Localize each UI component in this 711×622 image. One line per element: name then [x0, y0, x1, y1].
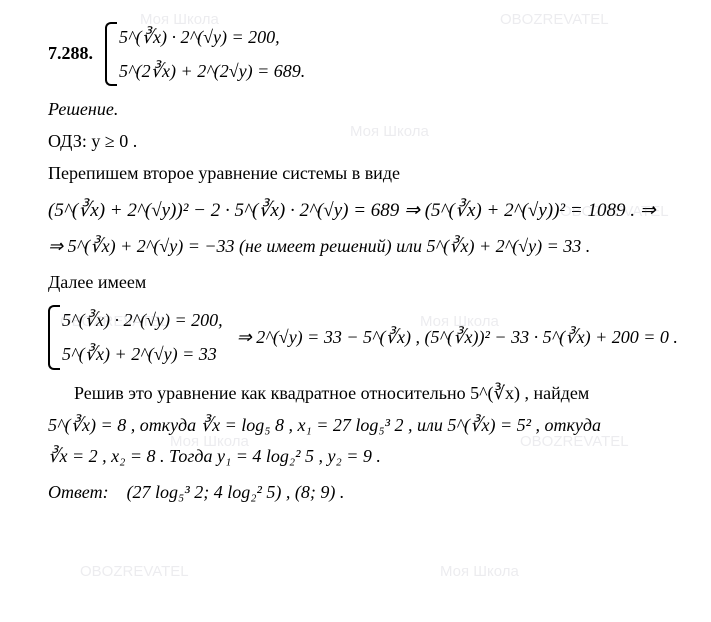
watermark: Моя Школа	[440, 560, 519, 583]
quadratic-text: Решив это уравнение как квадратное относ…	[48, 380, 691, 408]
derivation-line-2: ⇒ 5^(∛x) + 2^(√y) = −33 (не имеет решени…	[48, 233, 691, 261]
problem-number: 7.288.	[48, 40, 93, 68]
odz-line: ОДЗ: y ≥ 0 .	[48, 128, 691, 156]
answer-label: Ответ:	[48, 482, 109, 502]
system-2: 5^(∛x) · 2^(√y) = 200, 5^(∛x) + 2^(√y) =…	[48, 303, 223, 371]
derivation-line-1: (5^(∛x) + 2^(√y))² − 2 · 5^(∛x) · 2^(√y)…	[48, 196, 691, 225]
answer-value: (27 log₅³ 2; 4 log₂² 5) , (8; 9) .	[127, 482, 345, 502]
system2-eq1: 5^(∛x) · 2^(√y) = 200,	[62, 310, 223, 330]
answer-block: Ответ: (27 log₅³ 2; 4 log₂² 5) , (8; 9) …	[48, 479, 691, 507]
watermark: OBOZREVATEL	[80, 560, 189, 583]
roots-line-1: 5^(∛x) = 8 , откуда ∛x = log₅ 8 , x₁ = 2…	[48, 412, 691, 440]
solution-label: Решение.	[48, 96, 691, 124]
system2-eq2: 5^(∛x) + 2^(√y) = 33	[62, 344, 217, 364]
next-label: Далее имеем	[48, 269, 691, 297]
roots-line-2: ∛x = 2 , x₂ = 8 . Тогда y₁ = 4 log₂² 5 ,…	[48, 443, 691, 471]
problem-heading: 7.288. 5^(∛x) · 2^(√y) = 200, 5^(2∛x) + …	[48, 20, 691, 88]
rewrite-text: Перепишем второе уравнение системы в вид…	[48, 160, 691, 188]
system1-eq2: 5^(2∛x) + 2^(2√y) = 689.	[119, 61, 305, 81]
system1-eq1: 5^(∛x) · 2^(√y) = 200,	[119, 27, 280, 47]
system-1: 5^(∛x) · 2^(√y) = 200, 5^(2∛x) + 2^(2√y)…	[105, 20, 305, 88]
system2-after: ⇒ 2^(√y) = 33 − 5^(∛x) , (5^(∛x))² − 33 …	[237, 324, 678, 352]
system-2-block: 5^(∛x) · 2^(√y) = 200, 5^(∛x) + 2^(√y) =…	[48, 303, 691, 371]
